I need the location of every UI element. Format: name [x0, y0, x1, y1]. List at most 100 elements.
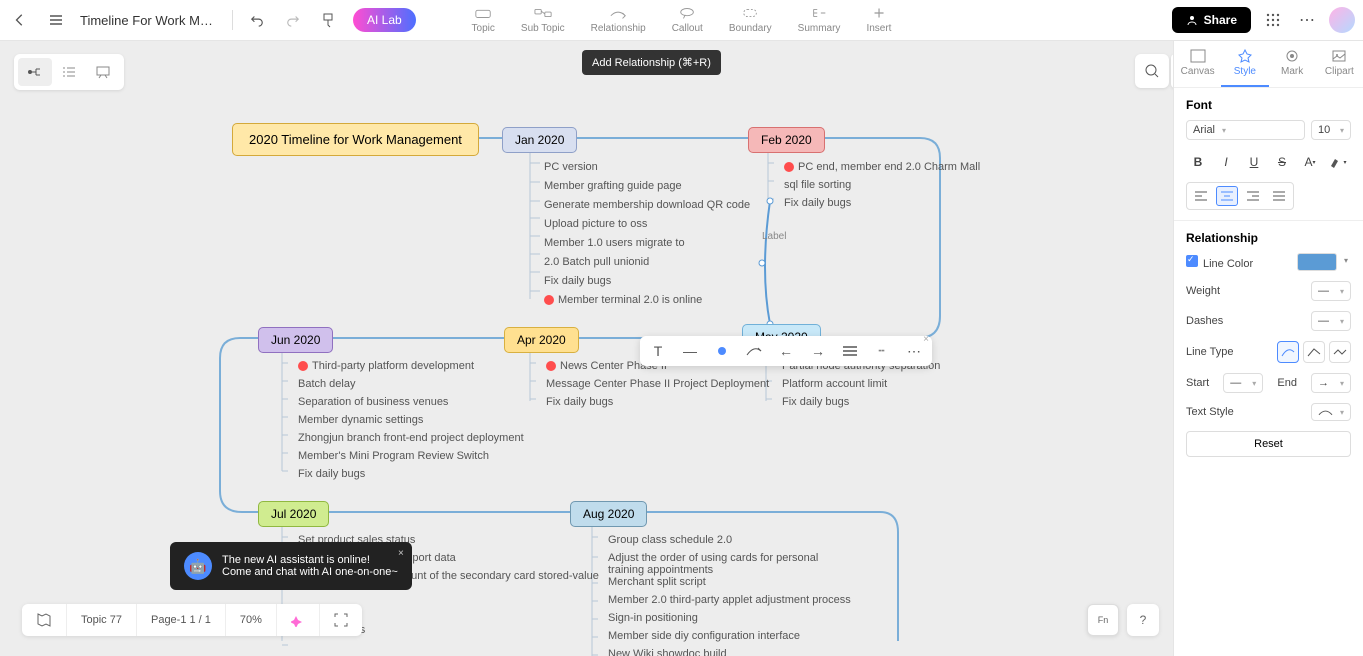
callout-button[interactable]: Callout	[672, 6, 703, 34]
line-color-icon[interactable]	[712, 341, 732, 361]
relationship-line-label[interactable]: Label	[762, 231, 786, 242]
more-icon[interactable]: ⋯	[1295, 8, 1319, 32]
task-item[interactable]: PC version	[544, 161, 598, 173]
tab-style[interactable]: Style	[1221, 41, 1268, 87]
align-right-button[interactable]	[1242, 186, 1264, 206]
task-item[interactable]: Fix daily bugs	[782, 396, 849, 408]
topic-button[interactable]: Topic	[472, 6, 495, 34]
line-type-zigzag[interactable]	[1329, 341, 1351, 363]
present-view-icon[interactable]	[86, 58, 120, 86]
bold-button[interactable]: B	[1186, 150, 1210, 174]
reset-button[interactable]: Reset	[1186, 431, 1351, 457]
close-icon[interactable]: ×	[398, 548, 404, 559]
month-node-jul[interactable]: Jul 2020	[258, 501, 329, 527]
task-item[interactable]: Adjust the order of using cards for pers…	[608, 552, 828, 576]
apps-icon[interactable]	[1261, 8, 1285, 32]
dash-icon[interactable]: ┉	[872, 341, 892, 361]
italic-button[interactable]: I	[1214, 150, 1238, 174]
underline-button[interactable]: U	[1242, 150, 1266, 174]
end-arrow-select[interactable]: →▾	[1311, 373, 1351, 393]
back-icon[interactable]	[8, 8, 32, 32]
line-type-angled[interactable]	[1303, 341, 1325, 363]
ai-sparkle-button[interactable]	[277, 604, 320, 636]
dashes-select[interactable]: —▾	[1311, 311, 1351, 331]
avatar[interactable]	[1329, 7, 1355, 33]
task-item[interactable]: Batch delay	[298, 378, 355, 390]
start-arrow-select[interactable]: —▾	[1223, 373, 1263, 393]
task-item[interactable]: Merchant split script	[608, 576, 706, 588]
close-icon[interactable]: ×	[923, 334, 929, 345]
ai-lab-button[interactable]: AI Lab	[353, 8, 416, 32]
zoom-level[interactable]: 70%	[226, 604, 277, 636]
help-button[interactable]: ?	[1127, 604, 1159, 636]
minimap-button[interactable]	[22, 604, 67, 636]
font-size-select[interactable]: 10▾	[1311, 120, 1351, 140]
task-item[interactable]: Member 2.0 third-party applet adjustment…	[608, 594, 851, 606]
line-weight-icon[interactable]: —	[680, 341, 700, 361]
fit-button[interactable]: Fn	[1087, 604, 1119, 636]
insert-button[interactable]: Insert	[866, 6, 891, 34]
fullscreen-button[interactable]	[320, 604, 362, 636]
task-item[interactable]: Fix daily bugs	[546, 396, 613, 408]
topic-count[interactable]: Topic 77	[67, 604, 137, 636]
line-color-checkbox[interactable]	[1186, 255, 1198, 267]
task-item[interactable]: Member grafting guide page	[544, 180, 682, 192]
task-item[interactable]: Message Center Phase II Project Deployme…	[546, 378, 769, 390]
task-item[interactable]: sql file sorting	[784, 179, 851, 191]
boundary-button[interactable]: Boundary	[729, 6, 772, 34]
subtopic-button[interactable]: Sub Topic	[521, 6, 565, 34]
align-center-button[interactable]	[1216, 186, 1238, 206]
task-item[interactable]: Member terminal 2.0 is online	[544, 294, 702, 306]
outline-view-icon[interactable]	[52, 58, 86, 86]
share-button[interactable]: Share	[1172, 7, 1251, 33]
task-item[interactable]: PC end, member end 2.0 Charm Mall	[784, 161, 980, 173]
task-item[interactable]: Member side diy configuration interface	[608, 630, 800, 642]
relationship-button[interactable]: Relationship	[591, 6, 646, 34]
task-item[interactable]: Third-party platform development	[298, 360, 474, 372]
page-indicator[interactable]: Page-1 1 / 1	[137, 604, 226, 636]
document-title[interactable]: Timeline For Work Mana…	[80, 13, 220, 28]
line-type-curve[interactable]	[1277, 341, 1299, 363]
curve-icon[interactable]	[744, 341, 764, 361]
menu-icon[interactable]	[44, 8, 68, 32]
task-item[interactable]: New Wiki showdoc build	[608, 648, 727, 656]
text-color-button[interactable]: A▾	[1298, 150, 1322, 174]
task-item[interactable]: Sign-in positioning	[608, 612, 698, 624]
redo-icon[interactable]	[281, 8, 305, 32]
highlight-button[interactable]: ▾	[1326, 150, 1350, 174]
undo-icon[interactable]	[245, 8, 269, 32]
arrow-left-icon[interactable]: ←	[776, 341, 796, 361]
month-node-jan[interactable]: Jan 2020	[502, 127, 577, 153]
task-item[interactable]: Fix daily bugs	[298, 468, 365, 480]
align-justify-button[interactable]	[1268, 186, 1290, 206]
line-color-swatch[interactable]	[1297, 253, 1337, 271]
font-family-select[interactable]: Arial▾	[1186, 120, 1305, 140]
list-icon[interactable]	[840, 341, 860, 361]
strike-button[interactable]: S	[1270, 150, 1294, 174]
task-item[interactable]: Group class schedule 2.0	[608, 534, 732, 546]
arrow-right-icon[interactable]: →	[808, 341, 828, 361]
weight-select[interactable]: —▾	[1311, 281, 1351, 301]
text-tool-icon[interactable]: T	[648, 341, 668, 361]
tab-canvas[interactable]: Canvas	[1174, 41, 1221, 87]
task-item[interactable]: Member 1.0 users migrate to	[544, 237, 685, 249]
task-item[interactable]: Generate membership download QR code	[544, 199, 750, 211]
search-button[interactable]	[1135, 54, 1169, 88]
task-item[interactable]: Zhongjun branch front-end project deploy…	[298, 432, 524, 444]
main-topic[interactable]: 2020 Timeline for Work Management	[232, 123, 479, 156]
text-style-select[interactable]: ▾	[1311, 403, 1351, 421]
month-node-feb[interactable]: Feb 2020	[748, 127, 825, 153]
task-item[interactable]: Fix daily bugs	[784, 197, 851, 209]
summary-button[interactable]: Summary	[798, 6, 841, 34]
task-item[interactable]: Separation of business venues	[298, 396, 448, 408]
task-item[interactable]: Member's Mini Program Review Switch	[298, 450, 489, 462]
task-item[interactable]: Member dynamic settings	[298, 414, 423, 426]
paint-icon[interactable]	[317, 8, 341, 32]
tab-mark[interactable]: Mark	[1269, 41, 1316, 87]
mindmap-view-icon[interactable]	[18, 58, 52, 86]
more-icon[interactable]: ⋯	[904, 341, 924, 361]
tab-clipart[interactable]: Clipart	[1316, 41, 1363, 87]
month-node-apr[interactable]: Apr 2020	[504, 327, 579, 353]
task-item[interactable]: Platform account limit	[782, 378, 887, 390]
task-item[interactable]: 2.0 Batch pull unionid	[544, 256, 649, 268]
